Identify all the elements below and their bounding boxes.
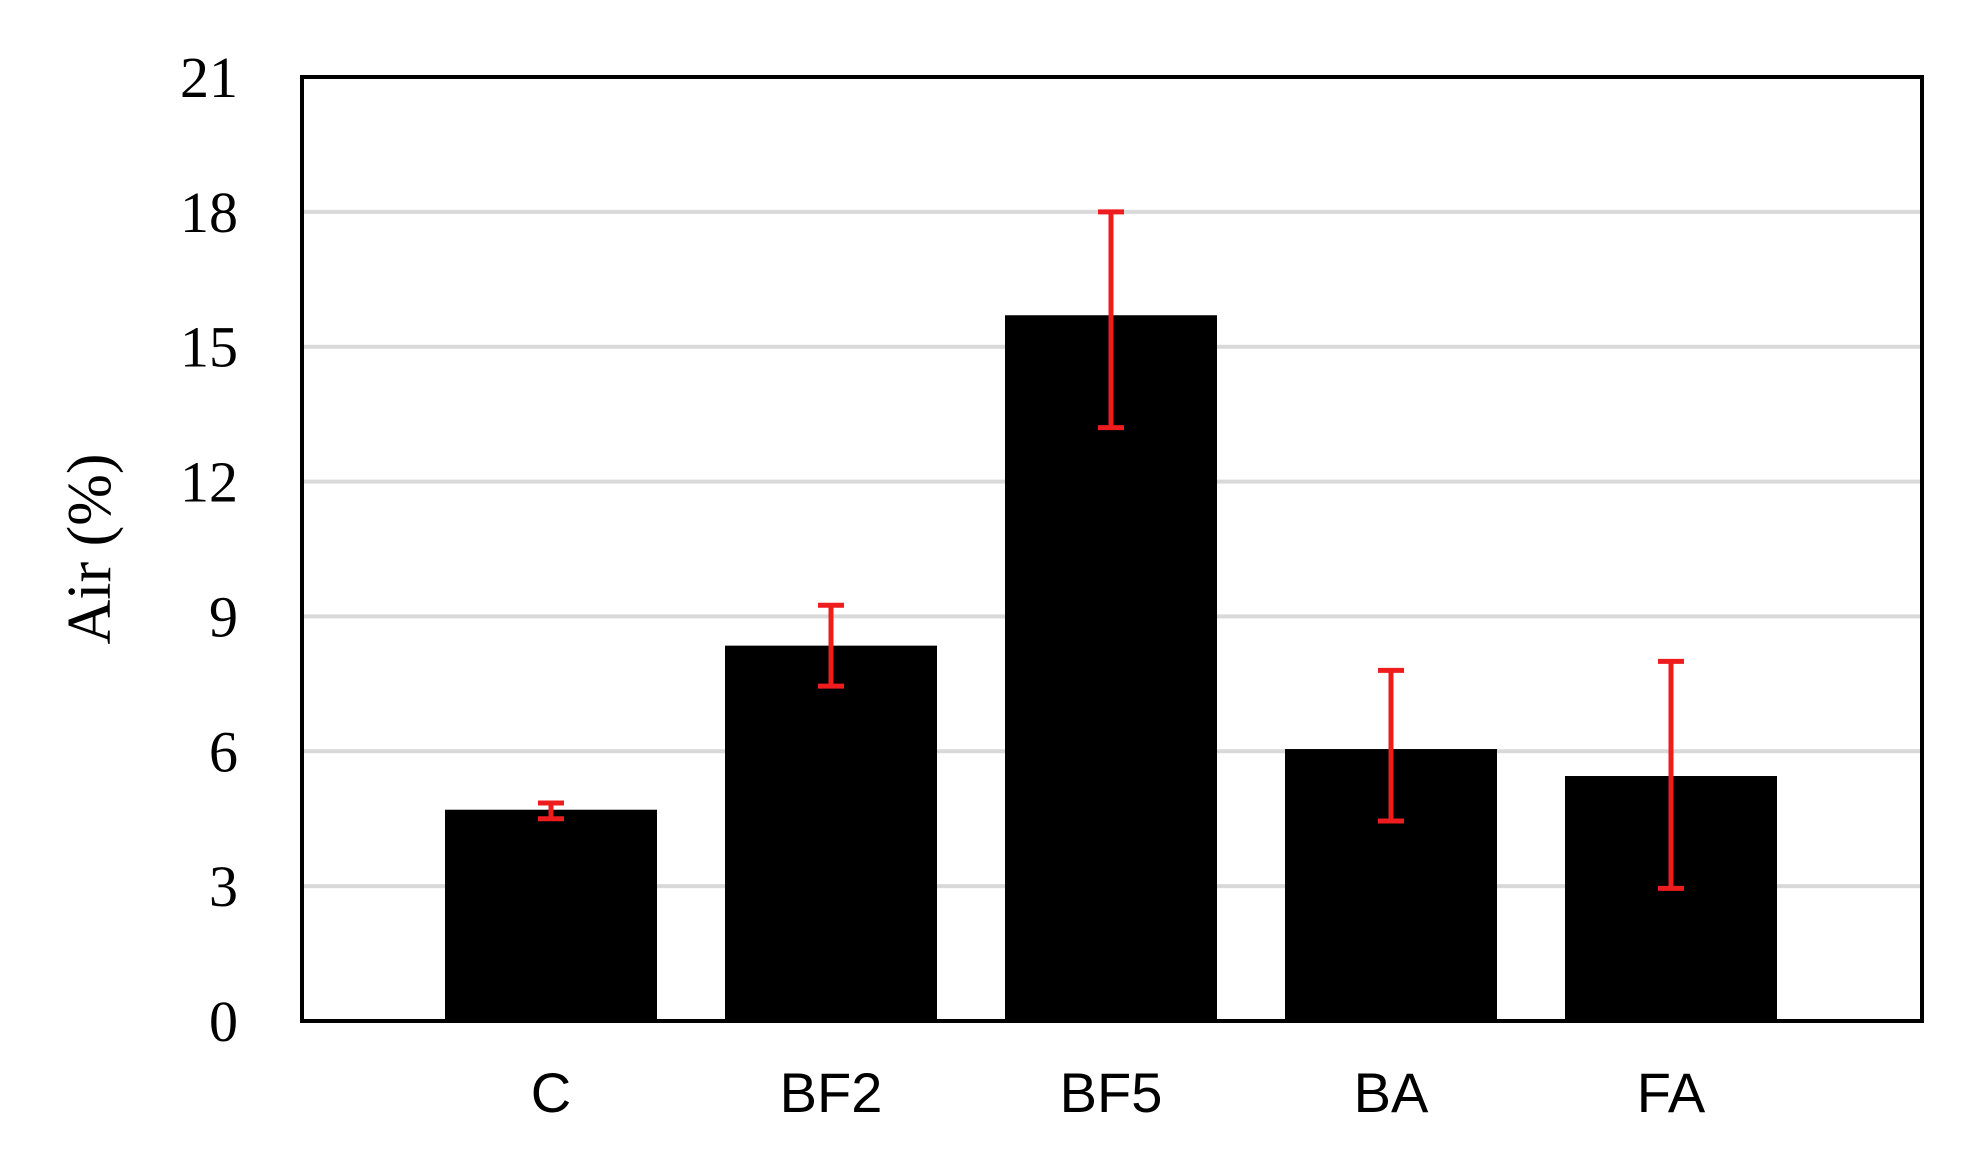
plot-frame xyxy=(300,75,1924,1023)
y-tick-label-0: 0 xyxy=(209,989,238,1054)
y-tick-label-3: 3 xyxy=(209,854,238,919)
bars xyxy=(445,315,1777,1021)
x-tick-label-BF2: BF2 xyxy=(780,1061,883,1124)
x-axis-ticks: C BF2 BF5 BA FA xyxy=(531,1061,1706,1124)
y-tick-label-18: 18 xyxy=(180,180,238,245)
error-bar-BF2 xyxy=(818,602,844,689)
error-bar-FA xyxy=(1658,658,1684,891)
x-tick-label-C: C xyxy=(531,1061,571,1124)
bar-C xyxy=(445,809,657,1021)
x-tick-label-BF5: BF5 xyxy=(1060,1061,1163,1124)
error-bars xyxy=(538,209,1684,891)
y-tick-label-21: 21 xyxy=(180,45,238,110)
y-tick-label-9: 9 xyxy=(209,584,238,649)
error-bar-BA xyxy=(1378,667,1404,824)
x-tick-label-BA: BA xyxy=(1354,1061,1429,1124)
error-bar-BF5 xyxy=(1098,209,1124,431)
bar-BF2 xyxy=(725,645,937,1021)
bar-BF5 xyxy=(1005,315,1217,1021)
y-tick-label-6: 6 xyxy=(209,719,238,784)
y-axis-ticks: 0 3 6 9 12 15 18 21 xyxy=(180,45,238,1054)
x-tick-label-FA: FA xyxy=(1637,1061,1706,1124)
error-bar-C xyxy=(538,800,564,822)
y-axis-label: Air (%) xyxy=(56,453,124,644)
y-tick-label-15: 15 xyxy=(180,315,238,380)
y-tick-label-12: 12 xyxy=(180,450,238,515)
